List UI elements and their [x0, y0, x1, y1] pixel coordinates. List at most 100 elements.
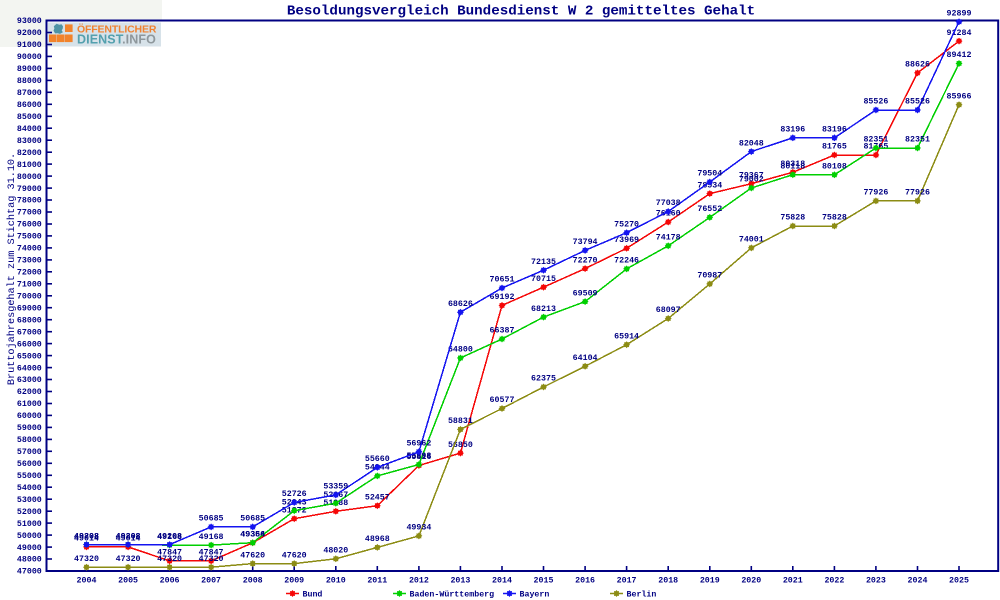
svg-text:49208: 49208 — [157, 532, 182, 541]
svg-text:68097: 68097 — [656, 306, 681, 315]
svg-text:63000: 63000 — [17, 376, 42, 385]
svg-text:83196: 83196 — [822, 126, 847, 135]
svg-text:88000: 88000 — [17, 77, 42, 86]
svg-text:86000: 86000 — [17, 101, 42, 110]
svg-text:74001: 74001 — [739, 236, 764, 245]
svg-text:2004: 2004 — [77, 577, 97, 586]
svg-text:2022: 2022 — [824, 577, 844, 586]
svg-text:Baden-Württemberg: Baden-Württemberg — [410, 590, 495, 600]
svg-text:89000: 89000 — [17, 65, 42, 74]
svg-text:47320: 47320 — [116, 555, 141, 564]
svg-text:75828: 75828 — [780, 214, 805, 223]
svg-text:64104: 64104 — [573, 354, 598, 363]
svg-text:80118: 80118 — [780, 162, 805, 171]
svg-text:76552: 76552 — [697, 205, 722, 214]
svg-text:91000: 91000 — [17, 41, 42, 50]
svg-text:2006: 2006 — [160, 577, 180, 586]
svg-text:77926: 77926 — [905, 189, 930, 198]
svg-text:76000: 76000 — [17, 221, 42, 230]
svg-text:48968: 48968 — [365, 535, 390, 544]
svg-text:87000: 87000 — [17, 89, 42, 98]
svg-text:82351: 82351 — [905, 136, 930, 145]
svg-text:47620: 47620 — [282, 551, 307, 560]
svg-text:47320: 47320 — [74, 555, 99, 564]
svg-text:72000: 72000 — [17, 269, 42, 278]
svg-text:51000: 51000 — [17, 520, 42, 529]
svg-text:56962: 56962 — [406, 440, 431, 449]
svg-text:83000: 83000 — [17, 137, 42, 146]
svg-text:58831: 58831 — [448, 417, 473, 426]
svg-text:62375: 62375 — [531, 375, 556, 384]
svg-text:78534: 78534 — [697, 181, 722, 190]
svg-text:78000: 78000 — [17, 197, 42, 206]
svg-text:Besoldungsvergleich Bundesdien: Besoldungsvergleich Bundesdienst W 2 gem… — [287, 4, 755, 20]
svg-text:79000: 79000 — [17, 185, 42, 194]
svg-text:88626: 88626 — [905, 61, 930, 70]
svg-text:56850: 56850 — [448, 441, 473, 450]
svg-text:56000: 56000 — [17, 460, 42, 469]
svg-text:47320: 47320 — [199, 555, 224, 564]
svg-text:70000: 70000 — [17, 293, 42, 302]
svg-text:ÖFFENTLICHER: ÖFFENTLICHER — [77, 23, 157, 36]
svg-text:66387: 66387 — [490, 327, 515, 336]
svg-text:85966: 85966 — [947, 92, 972, 101]
svg-text:49000: 49000 — [17, 544, 42, 553]
svg-text:60577: 60577 — [490, 396, 515, 405]
svg-text:DIENST.INFO: DIENST.INFO — [77, 32, 156, 46]
svg-text:74178: 74178 — [656, 234, 681, 243]
svg-text:70715: 70715 — [531, 275, 556, 284]
svg-text:2025: 2025 — [949, 577, 969, 586]
svg-text:77000: 77000 — [17, 209, 42, 218]
svg-text:2011: 2011 — [367, 577, 387, 586]
svg-text:83196: 83196 — [780, 126, 805, 135]
svg-text:82048: 82048 — [739, 139, 764, 148]
svg-text:2018: 2018 — [658, 577, 678, 586]
svg-text:91284: 91284 — [947, 29, 972, 38]
svg-text:75828: 75828 — [822, 214, 847, 223]
svg-text:66000: 66000 — [17, 340, 42, 349]
svg-text:68626: 68626 — [448, 300, 473, 309]
svg-text:2013: 2013 — [450, 577, 470, 586]
svg-text:2023: 2023 — [866, 577, 886, 586]
svg-text:47847: 47847 — [157, 549, 182, 558]
svg-text:2019: 2019 — [700, 577, 720, 586]
svg-text:90000: 90000 — [17, 53, 42, 62]
svg-text:2024: 2024 — [908, 577, 928, 586]
svg-text:82000: 82000 — [17, 149, 42, 158]
svg-text:61000: 61000 — [17, 400, 42, 409]
svg-text:55816: 55816 — [406, 453, 431, 462]
svg-text:85526: 85526 — [863, 98, 888, 107]
svg-text:2016: 2016 — [575, 577, 595, 586]
svg-text:2017: 2017 — [617, 577, 637, 586]
svg-text:47847: 47847 — [199, 549, 224, 558]
svg-text:52726: 52726 — [282, 490, 307, 499]
svg-text:64000: 64000 — [17, 364, 42, 373]
svg-text:48020: 48020 — [323, 547, 348, 556]
svg-text:49208: 49208 — [116, 532, 141, 541]
svg-text:47320: 47320 — [157, 555, 182, 564]
svg-text:47620: 47620 — [240, 551, 265, 560]
svg-text:Bayern: Bayern — [520, 591, 550, 600]
svg-text:53359: 53359 — [323, 483, 348, 492]
svg-text:68000: 68000 — [17, 316, 42, 325]
svg-text:52000: 52000 — [17, 508, 42, 517]
svg-text:49014: 49014 — [74, 535, 99, 544]
svg-text:69000: 69000 — [17, 304, 42, 313]
svg-text:49168: 49168 — [199, 533, 224, 542]
svg-text:70987: 70987 — [697, 272, 722, 281]
svg-text:92000: 92000 — [17, 29, 42, 38]
svg-text:69192: 69192 — [490, 293, 515, 302]
svg-text:74000: 74000 — [17, 245, 42, 254]
svg-text:2010: 2010 — [326, 577, 346, 586]
svg-text:55000: 55000 — [17, 472, 42, 481]
svg-text:2021: 2021 — [783, 577, 803, 586]
svg-text:57000: 57000 — [17, 448, 42, 457]
svg-text:92899: 92899 — [947, 9, 972, 18]
svg-text:50685: 50685 — [199, 515, 224, 524]
svg-text:72270: 72270 — [573, 256, 598, 265]
svg-text:47000: 47000 — [17, 568, 42, 577]
svg-text:2020: 2020 — [741, 577, 761, 586]
svg-text:73794: 73794 — [573, 238, 598, 247]
svg-text:53000: 53000 — [17, 496, 42, 505]
svg-text:68213: 68213 — [531, 305, 556, 314]
